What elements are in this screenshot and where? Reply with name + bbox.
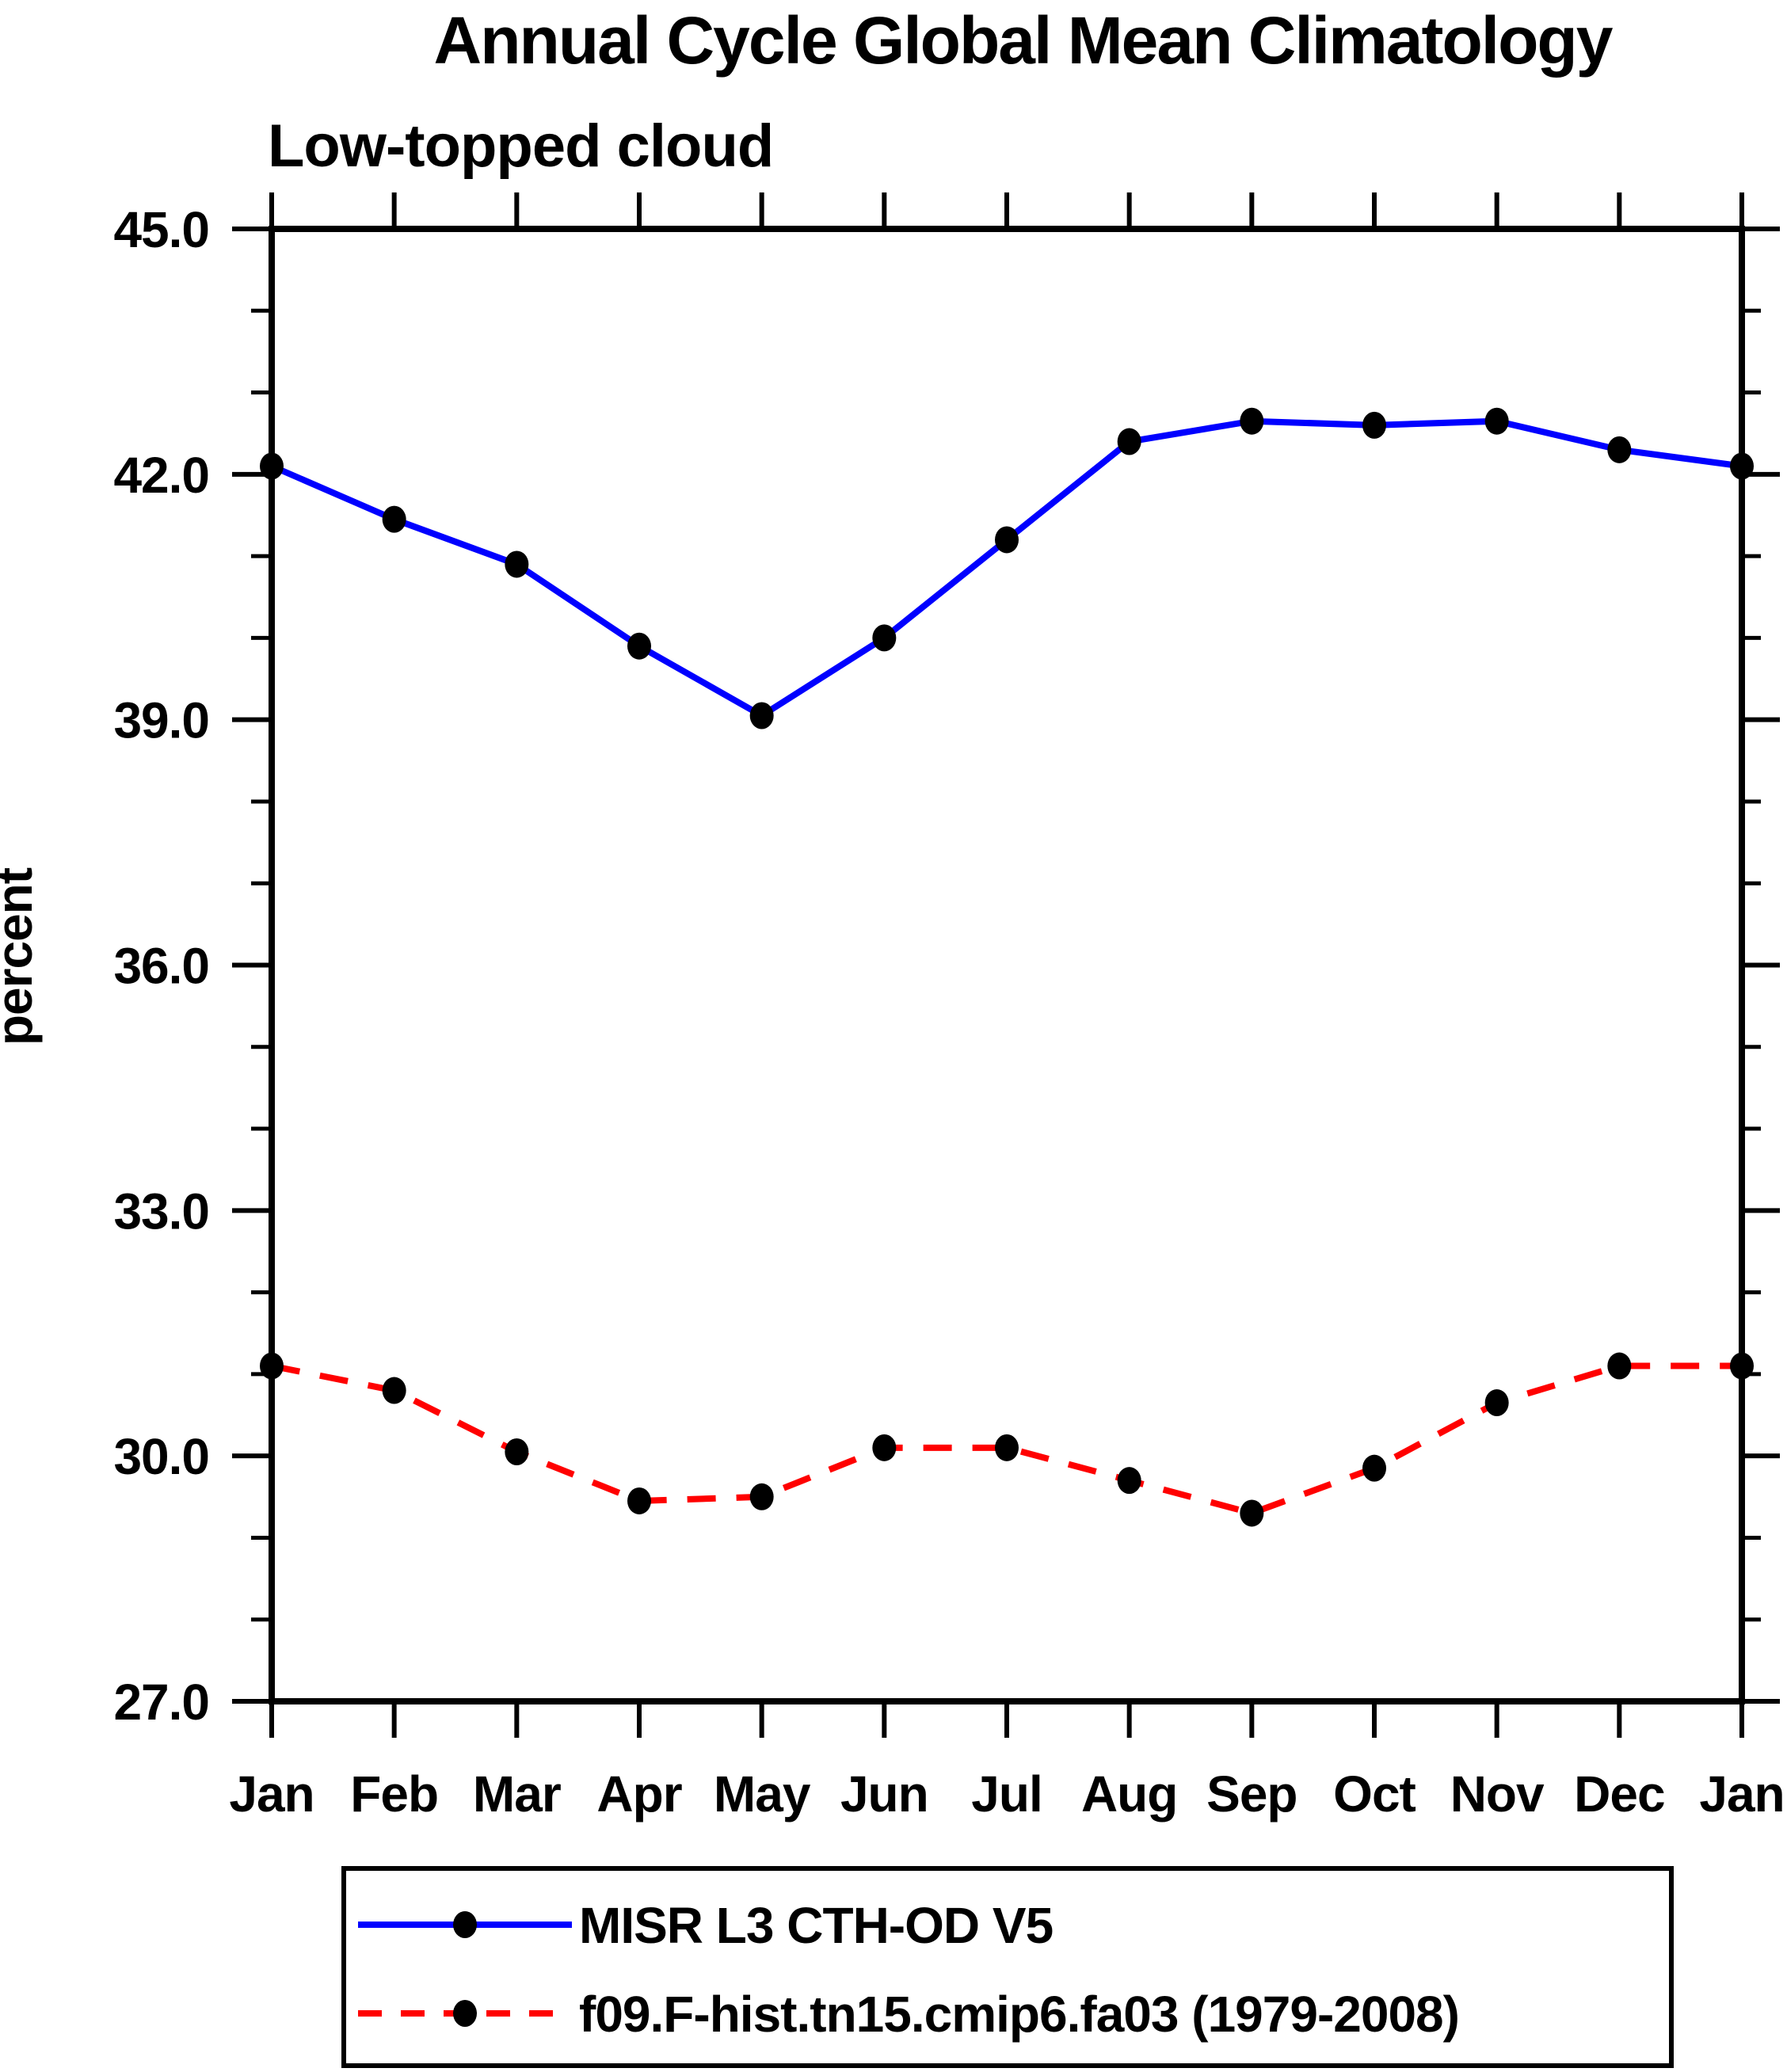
series-line-0 [270, 417, 1743, 720]
y-axis-label: percent [0, 867, 43, 1046]
y-tick-label: 39.0 [113, 692, 209, 749]
chart-title: Annual Cycle Global Mean Climatology [434, 3, 1614, 78]
y-tick-label: 45.0 [113, 201, 209, 258]
data-point-marker [872, 1434, 897, 1461]
data-point-marker [260, 452, 284, 480]
data-point-marker [627, 1487, 651, 1514]
data-point-marker [1117, 1467, 1141, 1495]
x-tick-label: Jan [229, 1765, 314, 1823]
data-point-marker [1730, 1352, 1754, 1380]
data-point-marker [749, 1483, 774, 1510]
y-tick-label: 36.0 [113, 938, 209, 995]
data-point-marker [1117, 428, 1141, 455]
data-point-marker [1607, 436, 1632, 463]
data-point-marker [627, 632, 651, 660]
x-tick-label: Jun [840, 1765, 928, 1823]
x-tick-label: Jan [1699, 1765, 1784, 1823]
data-point-marker [749, 702, 774, 729]
x-tick-label: Sep [1206, 1765, 1297, 1823]
data-point-marker [1607, 1352, 1632, 1380]
x-tick-label: Mar [473, 1765, 561, 1823]
plot-frame [269, 226, 1745, 1704]
data-point-marker [1240, 407, 1264, 435]
x-tick-label: May [714, 1765, 811, 1823]
x-tick-label: Jul [971, 1765, 1042, 1823]
data-point-marker [1484, 407, 1509, 435]
data-point-marker [1362, 1454, 1386, 1482]
y-tick-label: 27.0 [113, 1674, 209, 1731]
plot-area: 27.0 30.0 33.0 36.0 39.0 42.0 45.0 Jan Feb Mar Apr… [113, 192, 1785, 1823]
x-tick-label: Dec [1574, 1765, 1664, 1823]
data-point-marker [382, 505, 406, 533]
legend-label-misr: MISR L3 CTH-OD V5 [579, 1897, 1053, 1954]
legend-box [341, 1866, 1674, 2068]
x-tick-label: Nov [1450, 1765, 1545, 1823]
legend: MISR L3 CTH-OD V5 f09.F-hist.tn15.cmip6.… [341, 1866, 1674, 2068]
data-point-marker [382, 1377, 406, 1404]
legend-label-model: f09.F-hist.tn15.cmip6.fa03 (1979-2008) [579, 1986, 1459, 2043]
chart-subtitle: Low-topped cloud [268, 112, 773, 180]
legend-marker-dot [453, 1911, 477, 1938]
y-tick-label: 33.0 [113, 1183, 209, 1240]
data-point-marker [1730, 452, 1754, 480]
x-tick-label: Apr [596, 1765, 681, 1823]
data-point-marker [995, 1434, 1019, 1461]
data-point-marker [872, 624, 897, 652]
data-point-marker [260, 1352, 284, 1380]
y-tick-label: 42.0 [113, 447, 209, 504]
legend-marker-dot [453, 2000, 477, 2027]
data-point-marker [995, 526, 1019, 554]
data-point-marker [1484, 1389, 1509, 1417]
x-tick-label: Feb [350, 1765, 438, 1823]
data-point-marker [505, 550, 529, 578]
y-tick-label: 30.0 [113, 1428, 209, 1485]
data-point-marker [1362, 411, 1386, 439]
data-point-marker [1240, 1499, 1264, 1527]
x-tick-label: Aug [1081, 1765, 1177, 1823]
x-tick-label: Oct [1333, 1765, 1416, 1823]
data-point-marker [505, 1438, 529, 1466]
